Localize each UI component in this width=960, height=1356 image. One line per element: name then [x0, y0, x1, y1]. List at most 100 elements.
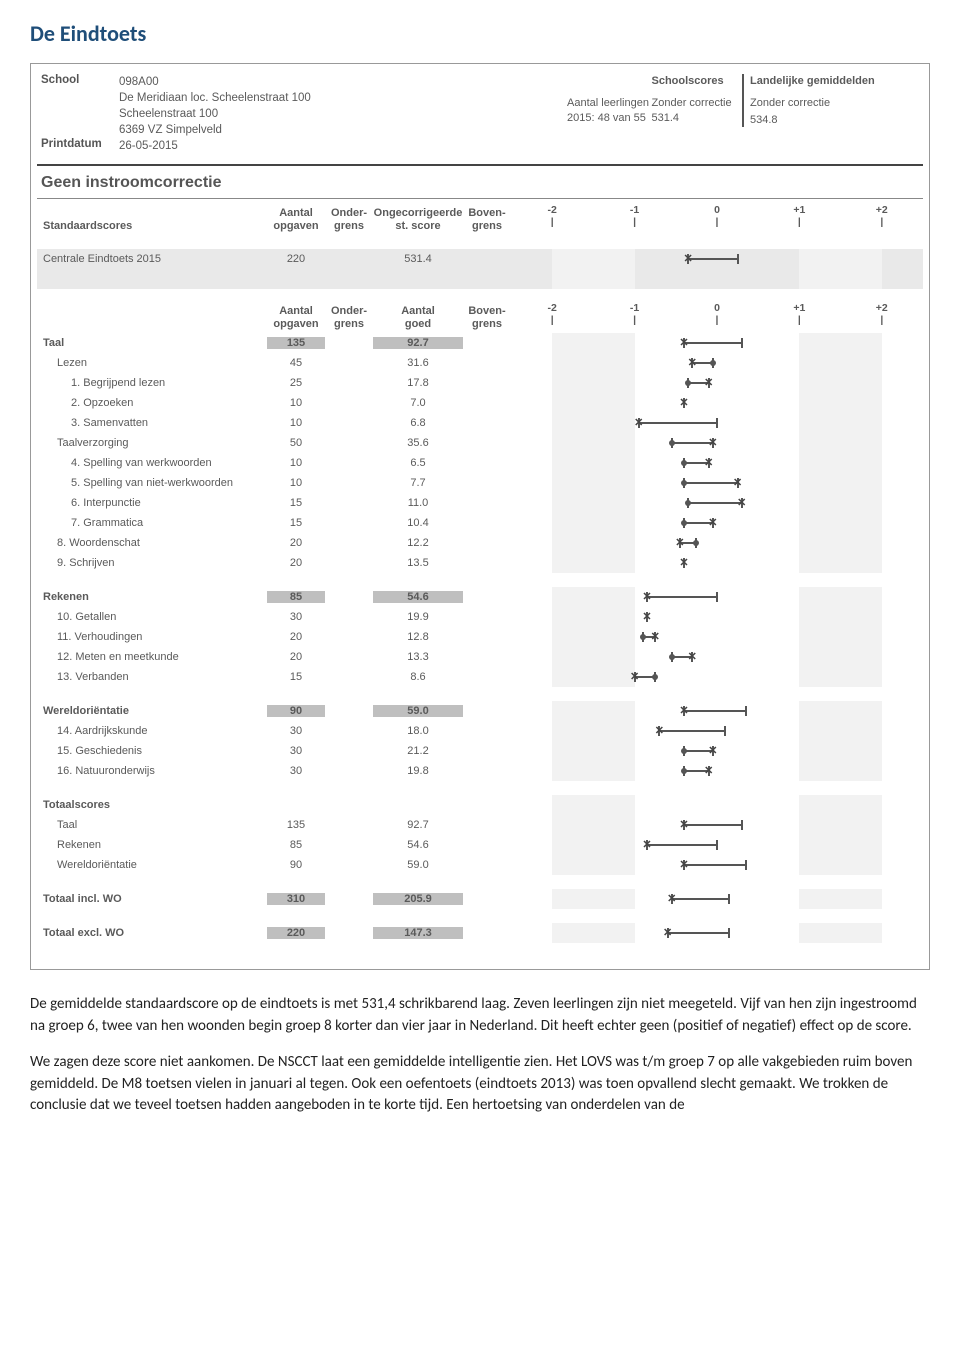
- score-table: Standaardscores AantalopgavenOnder-grens O…: [37, 205, 923, 957]
- x-marker: ✕: [679, 819, 688, 832]
- row-name: Totaal incl. WO: [37, 893, 267, 905]
- row-name: Totaalscores: [37, 799, 267, 811]
- spacer-row: [37, 573, 923, 587]
- row-name: Totaal excl. WO: [37, 927, 267, 939]
- cell: 54.6: [373, 591, 463, 603]
- cell: 205.9: [373, 893, 463, 905]
- row-name: Wereldoriëntatie: [37, 859, 267, 871]
- cell: 31.6: [373, 357, 463, 369]
- cell: 135: [267, 337, 325, 349]
- spacer-row: [37, 875, 923, 889]
- col-header: Ongecorrigeerdest. score: [373, 207, 463, 233]
- cell: 10: [267, 457, 325, 469]
- score-chart-cell: ✕: [511, 249, 923, 269]
- row-name: 13. Verbanden: [37, 671, 267, 683]
- axis-label: +1|: [793, 303, 805, 326]
- cell: 50: [267, 437, 325, 449]
- school-code: 098A00: [119, 76, 159, 88]
- cell: 92.7: [373, 337, 463, 349]
- col-header: Boven-grens: [463, 207, 511, 233]
- axis-label: -1|: [630, 205, 639, 228]
- x-marker: ✕: [708, 745, 717, 758]
- score-chart-cell: ✕: [511, 627, 923, 647]
- cell: 12.2: [373, 537, 463, 549]
- data-row: 7. Grammatica1510.4✕: [37, 513, 923, 533]
- cell: 30: [267, 725, 325, 737]
- score-chart-cell: ✕: [511, 721, 923, 741]
- cell: 7.0: [373, 397, 463, 409]
- category-row: Taal13592.7✕: [37, 333, 923, 353]
- x-marker: ✕: [679, 557, 688, 570]
- cell: 7.7: [373, 477, 463, 489]
- school-line-2: Scheelenstraat 100: [119, 108, 218, 120]
- score-chart-cell: ✕: [511, 473, 923, 493]
- cell: 20: [267, 631, 325, 643]
- landelijk-block: Landelijke gemiddelden Zonder correctie …: [742, 74, 919, 127]
- score-chart-cell: [511, 795, 923, 815]
- x-marker: ✕: [663, 927, 672, 940]
- score-chart-cell: ✕: [511, 493, 923, 513]
- data-row: Centrale Eindtoets 2015220531.4✕: [37, 249, 923, 269]
- row-name: 14. Aardrijkskunde: [37, 725, 267, 737]
- data-row: Taalverzorging5035.6✕: [37, 433, 923, 453]
- cell: 20: [267, 557, 325, 569]
- row-name: Centrale Eindtoets 2015: [37, 253, 267, 265]
- row-name: Rekenen: [37, 839, 267, 851]
- score-chart-cell: ✕: [511, 923, 923, 943]
- cell: 85: [267, 591, 325, 603]
- row-name: 9. Schrijven: [37, 557, 267, 569]
- row-name: Lezen: [37, 357, 267, 369]
- data-row: Lezen4531.6✕: [37, 353, 923, 373]
- report-screenshot: School 098A00 De Meridiaan loc. Scheelen…: [30, 63, 930, 970]
- row-name: 8. Woordenschat: [37, 537, 267, 549]
- data-row: 1. Begrijpend lezen2517.8✕: [37, 373, 923, 393]
- column-header-row: AantalopgavenOnder-grensAantalgoedBoven-…: [37, 303, 923, 333]
- x-marker: ✕: [704, 765, 713, 778]
- cell: 90: [267, 705, 325, 717]
- schoolscores-label: Schoolscores: [652, 74, 737, 88]
- x-marker: ✕: [704, 377, 713, 390]
- printdate-label: Printdatum: [41, 138, 119, 154]
- x-marker: ✕: [704, 457, 713, 470]
- data-row: 14. Aardrijkskunde30 18.0 ✕: [37, 721, 923, 741]
- row-name: 1. Begrijpend lezen: [37, 377, 267, 389]
- category-row: Wereldoriëntatie9059.0✕: [37, 701, 923, 721]
- data-row: 2. Opzoeken107.0✕: [37, 393, 923, 413]
- data-row: 5. Spelling van niet-werkwoorden107.7✕: [37, 473, 923, 493]
- cell: 20: [267, 537, 325, 549]
- document-title: De Eindtoets: [30, 20, 930, 47]
- col-name: Standaardscores: [37, 220, 267, 233]
- data-row: 12. Meten en meetkunde2013.3✕: [37, 647, 923, 667]
- cell: 92.7: [373, 819, 463, 831]
- col-header: Onder-grens: [325, 305, 373, 331]
- cell: 19.8: [373, 765, 463, 777]
- cell: 18.0: [373, 725, 463, 737]
- data-row: 16. Natuuronderwijs3019.8✕: [37, 761, 923, 781]
- row-name: 3. Samenvatten: [37, 417, 267, 429]
- row-name: 15. Geschiedenis: [37, 745, 267, 757]
- cell: 310: [267, 893, 325, 905]
- school-label: School: [41, 74, 119, 138]
- cell: 10.4: [373, 517, 463, 529]
- zonder-corr-label-2: Zonder correctie: [750, 96, 919, 110]
- body-text: De gemiddelde standaardscore op de eindt…: [30, 994, 930, 1117]
- score-chart-cell: ✕: [511, 513, 923, 533]
- x-marker: ✕: [634, 417, 643, 430]
- col-header: Aantalgoed: [373, 305, 463, 331]
- cell: 20: [267, 651, 325, 663]
- paragraph: We zagen deze score niet aankomen. De NS…: [30, 1052, 930, 1117]
- score-chart-cell: ✕: [511, 855, 923, 875]
- cell: 220: [267, 927, 325, 939]
- score-chart-cell: ✕: [511, 413, 923, 433]
- cell: 11.0: [373, 497, 463, 509]
- axis-label: -2|: [548, 303, 557, 326]
- data-row: 15. Geschiedenis3021.2✕: [37, 741, 923, 761]
- col-header: Boven-grens: [463, 305, 511, 331]
- header-left: School 098A00 De Meridiaan loc. Scheelen…: [41, 74, 561, 154]
- x-marker: ✕: [733, 477, 742, 490]
- col-header: Aantalopgaven: [267, 305, 325, 331]
- score-chart-cell: ✕: [511, 607, 923, 627]
- divider: [37, 164, 923, 166]
- report-header: School 098A00 De Meridiaan loc. Scheelen…: [37, 68, 923, 158]
- spacer-row: [37, 289, 923, 303]
